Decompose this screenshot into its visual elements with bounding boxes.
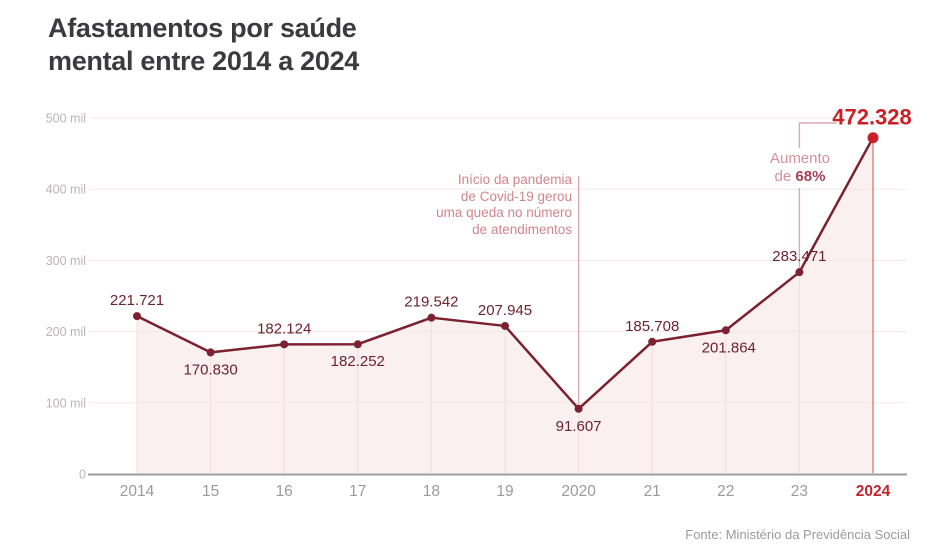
x-axis-tick-label: 2014 [120, 483, 155, 500]
increase-percentage: 68% [795, 168, 826, 185]
x-axis-tick-label: 21 [644, 483, 661, 500]
area-fill [137, 137, 873, 474]
increase-word: de [774, 168, 792, 185]
data-point-value-label: 185.708 [625, 318, 679, 335]
data-point [721, 326, 730, 335]
data-point-value-label: 201.864 [702, 339, 756, 356]
x-axis-tick-label: 18 [423, 483, 440, 500]
increase-annotation: Aumento de 68% [757, 148, 843, 188]
y-axis-tick-label: 300 mil [46, 254, 86, 268]
data-point-value-label: 472.328 [832, 105, 912, 130]
x-axis-tick-label: 16 [276, 483, 293, 500]
data-point [867, 132, 879, 144]
pandemic-annotation: Início da pandemia de Covid-19 gerou uma… [412, 172, 572, 238]
data-point-value-label: 207.945 [478, 302, 532, 319]
pandemic-annotation-line: uma queda no número [436, 205, 572, 220]
data-point [795, 268, 804, 277]
chart-title-line-1: Afastamentos por saúde [48, 13, 357, 43]
increase-annotation-line-1: Aumento [769, 150, 831, 167]
y-axis-tick-label: 500 mil [46, 112, 86, 126]
data-point [133, 312, 141, 321]
data-point [353, 340, 362, 349]
y-axis-tick-label: 400 mil [46, 183, 86, 197]
pandemic-annotation-line: Início da pandemia [457, 172, 572, 187]
chart-title: Afastamentos por saúde mental entre 2014… [48, 12, 359, 78]
data-point-value-label: 182.252 [331, 353, 385, 370]
chart-title-line-2: mental entre 2014 a 2024 [48, 46, 359, 76]
increase-bracket [798, 122, 837, 269]
data-point-value-label: 170.830 [183, 361, 237, 378]
y-axis-tick-label: 100 mil [46, 396, 86, 410]
x-axis-tick-label: 19 [496, 483, 513, 500]
y-axis-tick-label: 200 mil [46, 325, 86, 339]
x-axis-tick-label: 15 [202, 483, 219, 500]
data-point [427, 313, 436, 322]
source-credit: Fonte: Ministério da Previdência Social [685, 527, 910, 542]
data-point-value-label: 219.542 [404, 294, 458, 311]
pandemic-annotation-line: de atendimentos [472, 221, 572, 237]
data-point [280, 340, 289, 349]
data-point [574, 404, 583, 413]
x-axis-tick-label: 2024 [856, 483, 891, 500]
data-point [206, 348, 215, 357]
x-axis-tick-label: 17 [349, 483, 366, 500]
x-axis-tick-label: 23 [791, 483, 808, 500]
x-axis-tick-label: 22 [717, 483, 734, 500]
data-point [648, 337, 657, 346]
data-point-value-label: 91.607 [556, 418, 602, 435]
data-point-value-label: 182.124 [257, 320, 311, 337]
x-axis-tick-label: 2020 [561, 483, 596, 500]
data-point-value-label: 221.721 [110, 292, 164, 309]
data-point-value-label: 283.471 [772, 248, 826, 265]
y-axis-tick-label: 0 [79, 468, 86, 482]
increase-annotation-line-2: de 68% [757, 168, 843, 186]
data-point [501, 321, 509, 330]
pandemic-annotation-line: de Covid-19 gerou [460, 188, 572, 204]
